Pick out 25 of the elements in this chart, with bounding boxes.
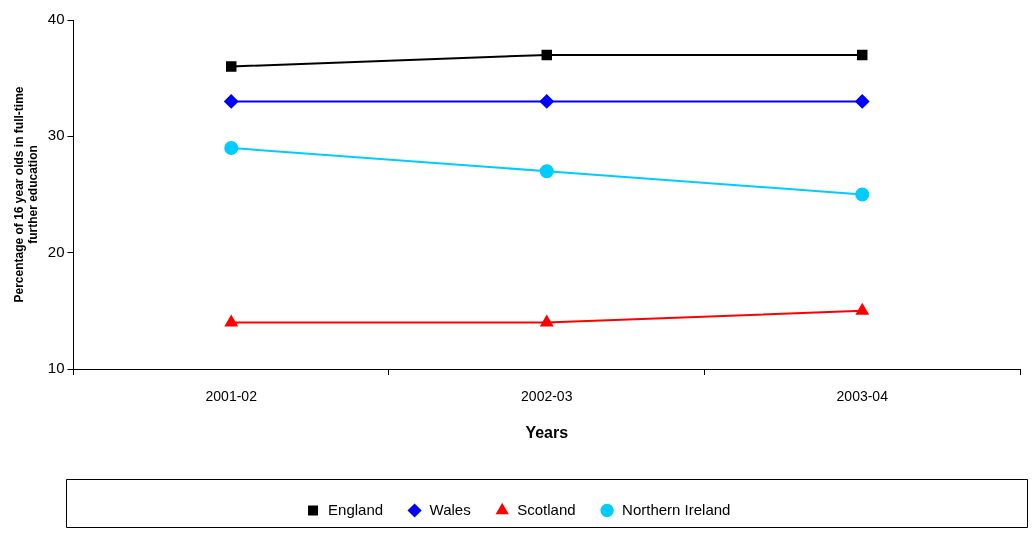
- point: [541, 49, 552, 61]
- point: [855, 187, 870, 202]
- point: [224, 140, 239, 155]
- point: [857, 49, 868, 61]
- point: [855, 94, 870, 109]
- x-axis-title: Years: [525, 423, 569, 441]
- legend-label: Wales: [429, 500, 471, 518]
- x-tick-label: 2002-03: [521, 388, 573, 405]
- point: [539, 164, 554, 179]
- legend-label: Northern Ireland: [622, 500, 731, 518]
- point: [225, 315, 238, 327]
- y-tick-label: 20: [47, 242, 65, 260]
- point: [540, 315, 553, 327]
- y-tick-label: 10: [47, 359, 65, 377]
- point: [539, 94, 554, 109]
- y-tick-label: 40: [47, 10, 65, 28]
- y-axis-title: Percentage of 16 year olds in full-time further education: [11, 86, 40, 303]
- point: [224, 94, 239, 109]
- x-tick-label: 2003-04: [836, 388, 889, 405]
- legend-label: England: [328, 500, 384, 518]
- legend-label: Scotland: [517, 500, 576, 518]
- x-tick-label: 2001-02: [205, 388, 258, 405]
- point: [856, 303, 869, 315]
- point: [226, 61, 237, 72]
- y-tick-label: 30: [47, 126, 65, 144]
